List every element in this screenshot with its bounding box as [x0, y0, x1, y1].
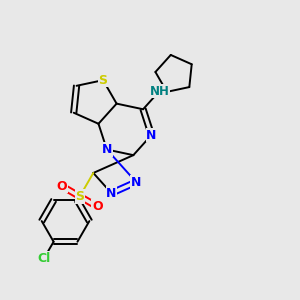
Text: S: S — [75, 190, 84, 203]
Text: NH: NH — [149, 85, 169, 98]
Text: O: O — [57, 180, 68, 193]
Text: O: O — [92, 200, 103, 213]
Text: S: S — [99, 74, 108, 87]
Text: N: N — [146, 128, 157, 142]
Text: N: N — [106, 187, 117, 200]
Text: N: N — [102, 143, 112, 156]
Text: Cl: Cl — [38, 252, 51, 265]
Text: N: N — [131, 176, 141, 189]
